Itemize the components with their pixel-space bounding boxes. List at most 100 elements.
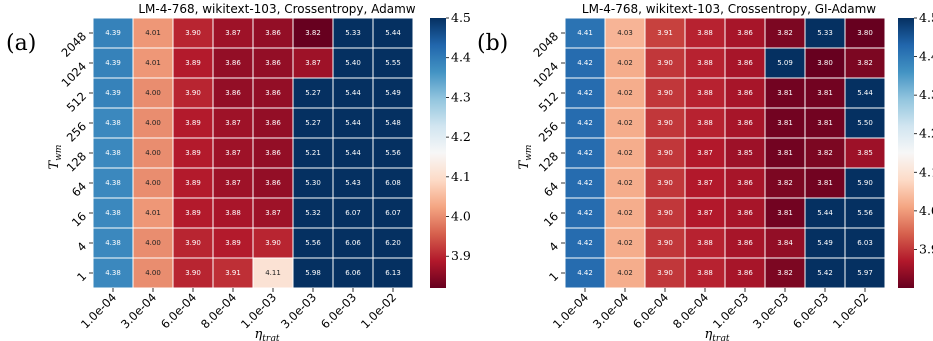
cell-value-label: 3.91 <box>225 269 241 277</box>
x-tick-labels-a: 1.0e-043.0e-046.0e-048.0e-041.0e-033.0e-… <box>78 288 399 331</box>
cell-value-label: 3.86 <box>265 59 281 67</box>
heatmap-cell <box>252 77 294 109</box>
colorbar-a: 3.9 4.0 4.1 4.2 4.3 4.4 4.5 <box>430 10 471 288</box>
cell-value-label: 4.42 <box>577 209 593 217</box>
heatmap-cells-a: 4.39 4.01 3.90 3.87 3.86 3.82 5.33 5.44 4.39 4.01… <box>92 17 414 289</box>
cell-value-label: 5.56 <box>385 149 401 157</box>
heatmap-cell <box>644 107 686 139</box>
heatmap-cell <box>252 167 294 199</box>
cell-value-label: 3.89 <box>185 149 201 157</box>
y-tick-label: 4 <box>546 239 561 254</box>
cell-value-label: 4.38 <box>105 209 121 217</box>
heatmap-cell <box>764 137 806 169</box>
cell-value-label: 5.44 <box>345 89 361 97</box>
cell-value-label: 4.42 <box>577 239 593 247</box>
heatmap-cell <box>132 257 174 289</box>
heatmap-cell <box>564 107 606 139</box>
cell-value-label: 3.91 <box>657 29 673 37</box>
cell-value-label: 5.98 <box>305 269 321 277</box>
heatmap-cell <box>332 77 374 109</box>
cell-value-label: 5.27 <box>305 89 321 97</box>
cell-value-label: 3.90 <box>657 269 673 277</box>
cell-value-label: 4.01 <box>145 209 161 217</box>
colorbar-gradient <box>898 18 914 288</box>
heatmap-cell <box>724 167 766 199</box>
heatmap-cell <box>844 257 886 289</box>
colorbar-tick-label: 4.1 <box>919 164 933 179</box>
heatmap-cell <box>292 197 334 229</box>
y-tick-label: 1024 <box>59 59 90 90</box>
colorbar-tick-label: 4.2 <box>451 129 471 144</box>
heatmap-cell <box>372 47 414 79</box>
heatmap-cell <box>844 197 886 229</box>
heatmap-cell <box>132 197 174 229</box>
cell-value-label: 5.44 <box>857 89 873 97</box>
cell-value-label: 5.48 <box>385 119 401 127</box>
cell-value-label: 5.30 <box>305 179 321 187</box>
y-tick-label: 512 <box>536 89 561 114</box>
cell-value-label: 3.87 <box>225 29 241 37</box>
cell-value-label: 4.42 <box>577 179 593 187</box>
heatmap-cell <box>332 167 374 199</box>
cell-value-label: 4.02 <box>617 179 633 187</box>
heatmap-cell <box>172 107 214 139</box>
cell-value-label: 3.86 <box>737 179 753 187</box>
cell-value-label: 4.00 <box>145 149 161 157</box>
y-tick-label: 128 <box>64 149 89 174</box>
cell-value-label: 3.87 <box>697 179 713 187</box>
cell-value-label: 3.90 <box>657 149 673 157</box>
cell-value-label: 3.81 <box>777 89 793 97</box>
heatmap-cell <box>724 17 766 49</box>
heatmap-cell <box>372 167 414 199</box>
heatmap-cell <box>132 47 174 79</box>
heatmap-cell <box>604 257 646 289</box>
heatmap-cell <box>684 17 726 49</box>
cell-value-label: 3.82 <box>777 29 793 37</box>
x-axis-label-a: ηtrgt <box>254 327 279 341</box>
cell-value-label: 3.90 <box>185 239 201 247</box>
cell-value-label: 4.38 <box>105 149 121 157</box>
cell-value-label: 3.88 <box>225 209 241 217</box>
x-tick-label: 1.0e-04 <box>550 290 591 331</box>
x-tick-label: 1.0e-02 <box>830 290 871 331</box>
x-tick-label: 6.0e-04 <box>630 290 671 331</box>
cell-value-label: 6.13 <box>385 269 401 277</box>
heatmap-cell <box>292 77 334 109</box>
heatmap-cell <box>252 227 294 259</box>
heatmap-cell <box>724 77 766 109</box>
heatmap-cell <box>564 137 606 169</box>
cell-value-label: 5.33 <box>345 29 361 37</box>
cell-value-label: 3.86 <box>737 59 753 67</box>
cell-value-label: 3.80 <box>857 29 873 37</box>
cell-value-label: 3.87 <box>225 179 241 187</box>
y-axis-label-b: Twm <box>517 145 534 170</box>
cell-value-label: 4.00 <box>145 269 161 277</box>
cell-value-label: 5.43 <box>345 179 361 187</box>
cell-value-label: 3.82 <box>305 29 321 37</box>
cell-value-label: 3.87 <box>697 209 713 217</box>
colorbar-tick-label: 4.1 <box>451 169 471 184</box>
cell-value-label: 3.90 <box>657 119 673 127</box>
cell-value-label: 3.86 <box>737 89 753 97</box>
cell-value-label: 5.44 <box>345 149 361 157</box>
cell-value-label: 5.32 <box>305 209 321 217</box>
cell-value-label: 4.03 <box>617 29 633 37</box>
heatmap-cell <box>252 107 294 139</box>
x-tick-labels-b: 1.0e-043.0e-046.0e-048.0e-041.0e-033.0e-… <box>550 288 871 331</box>
heatmap-cell <box>92 197 134 229</box>
cell-value-label: 4.39 <box>105 89 121 97</box>
cell-value-label: 3.88 <box>697 29 713 37</box>
x-tick-label: 3.0e-04 <box>590 290 631 331</box>
x-tick-label: 1.0e-02 <box>358 290 399 331</box>
heatmap-cell <box>844 47 886 79</box>
heatmap-cell <box>684 167 726 199</box>
colorbar-gradient <box>430 18 446 288</box>
heatmap-cell <box>564 257 606 289</box>
heatmap-cell <box>844 227 886 259</box>
heatmap-cell <box>724 137 766 169</box>
cell-value-label: 3.88 <box>697 239 713 247</box>
cell-value-label: 4.00 <box>145 89 161 97</box>
heatmap-cell <box>252 197 294 229</box>
y-tick-label: 256 <box>536 119 561 144</box>
x-tick-label: 1.0e-03 <box>238 290 279 331</box>
